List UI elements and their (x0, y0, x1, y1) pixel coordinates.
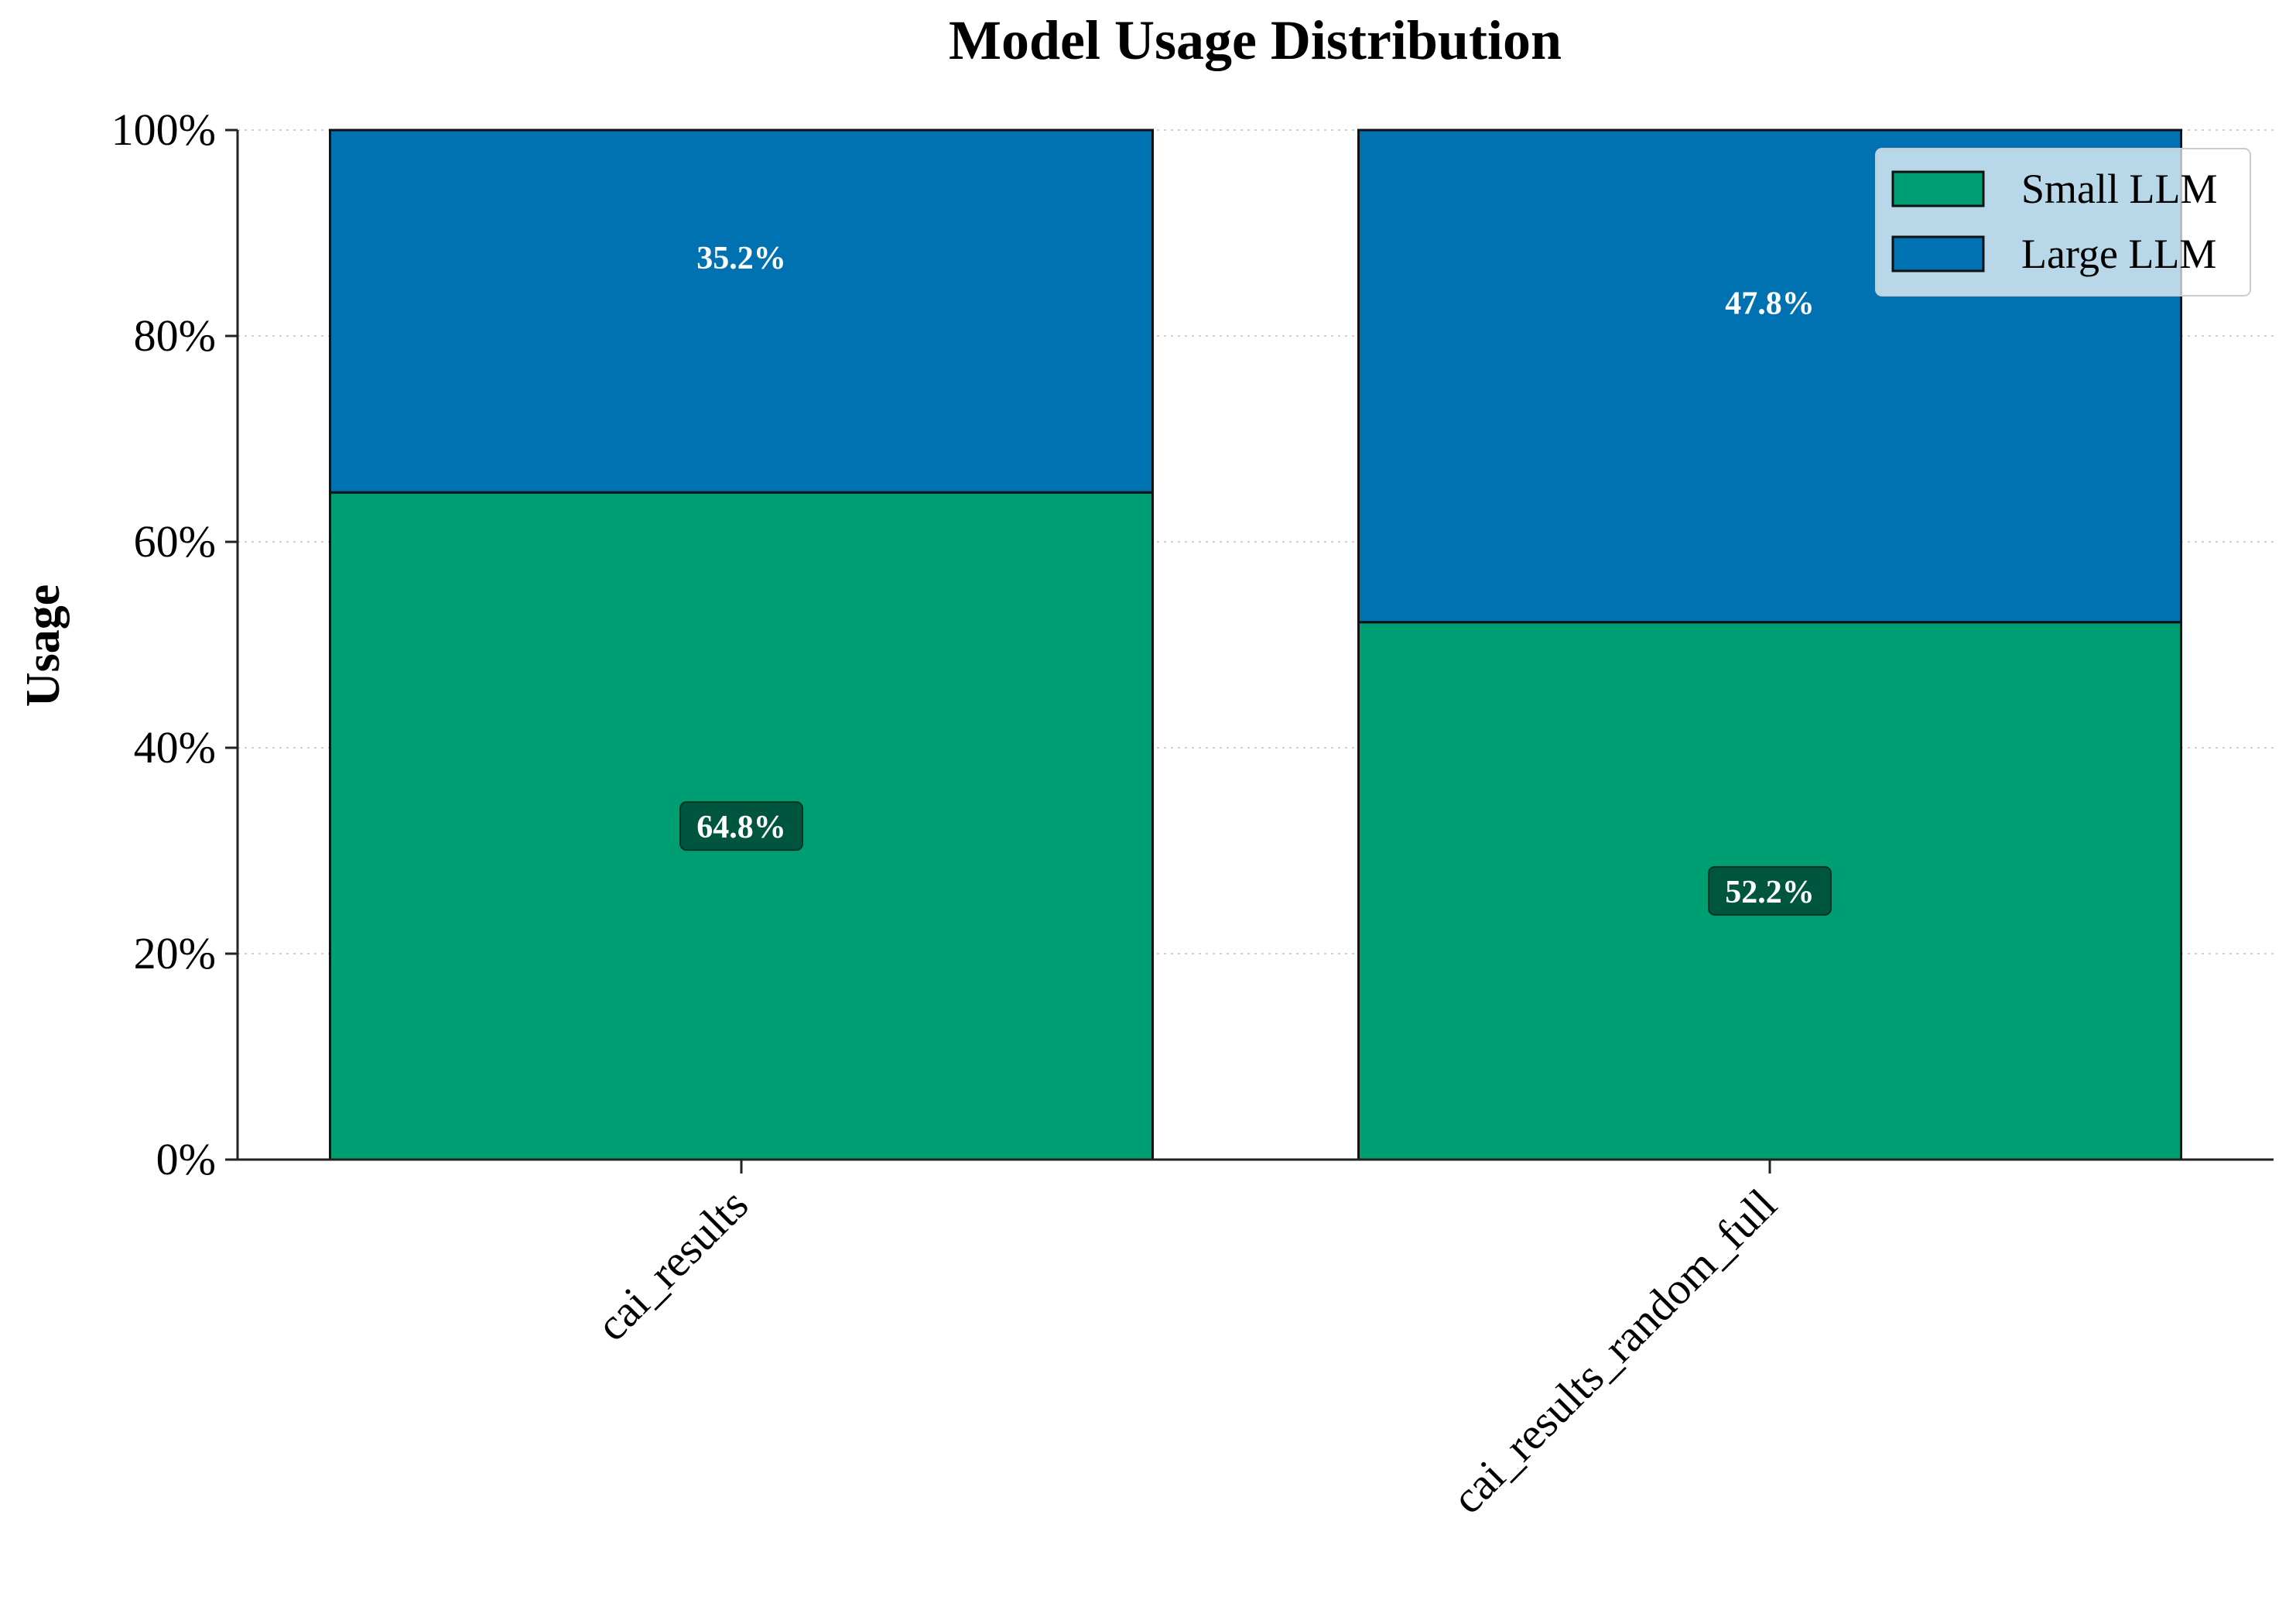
legend-swatch-large-llm (1891, 235, 1985, 272)
bars-layer: 64.8% 35.2% 52.2% 47.8% (329, 128, 2182, 1161)
x-tick-label: cai_results (587, 1179, 758, 1350)
legend-swatch-small-llm (1891, 170, 1985, 207)
legend-label: Small LLM (2021, 166, 2218, 212)
y-tick-label: 40% (134, 722, 216, 773)
data-label: 35.2% (696, 241, 786, 276)
data-label-box (679, 801, 803, 851)
grid-layer (238, 129, 2274, 954)
data-label: 64.8% (696, 810, 786, 845)
chart-title: Model Usage Distribution (949, 9, 1562, 71)
y-tick-label: 20% (134, 928, 216, 978)
y-tick-label: 80% (134, 310, 216, 361)
bar-segment-large-llm (329, 128, 1154, 494)
y-tick-label: 60% (134, 516, 216, 567)
y-tick-label: 0% (156, 1134, 216, 1184)
data-label: 52.2% (1725, 875, 1815, 910)
data-label: 47.8% (1725, 286, 1815, 322)
x-tick-label: cai_results_random_full (1442, 1179, 1787, 1523)
y-axis-label: Usage (17, 584, 70, 707)
chart-legend: Small LLM Large LLM (1875, 148, 2251, 296)
y-tick-label: 100% (111, 105, 216, 155)
data-label-box (1708, 865, 1832, 916)
legend-label: Large LLM (2021, 231, 2216, 277)
